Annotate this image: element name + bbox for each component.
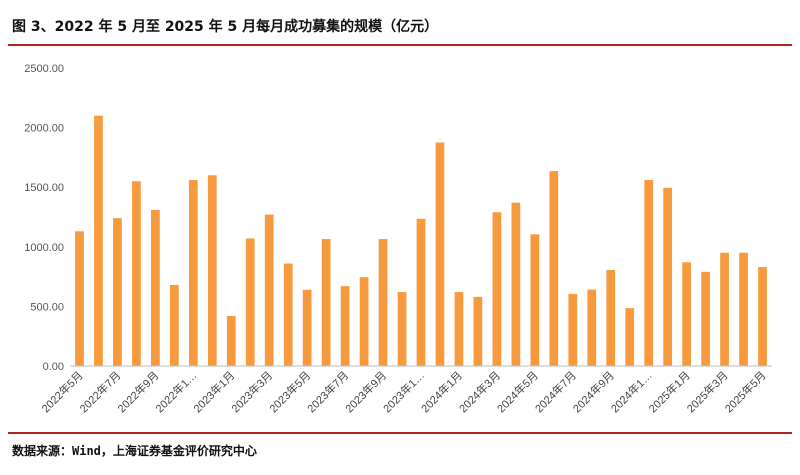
- y-tick-label: 1500.00: [24, 182, 64, 194]
- source-rule: [8, 432, 792, 434]
- y-tick-label: 2500.00: [24, 63, 64, 75]
- bar: [113, 218, 122, 366]
- bar: [720, 252, 729, 366]
- bar: [169, 284, 179, 366]
- source-note: 数据来源：Wind，上海证券基金评价研究中心: [12, 444, 257, 458]
- bar: [473, 296, 483, 366]
- bar: [663, 187, 673, 366]
- bar: [530, 234, 540, 366]
- bar: [758, 267, 767, 366]
- bar: [416, 218, 426, 366]
- x-tick-label: 2025年5月: [722, 368, 769, 415]
- bar: [682, 262, 691, 366]
- bar: [492, 212, 502, 366]
- bar: [94, 115, 103, 367]
- bar: [568, 293, 578, 366]
- bar: [283, 263, 293, 366]
- bar: [132, 181, 141, 366]
- bar: [226, 315, 236, 366]
- bar: [245, 238, 255, 366]
- bar: [207, 175, 217, 366]
- bar: [606, 270, 616, 366]
- bar: [378, 239, 388, 366]
- x-axis: 2022年5月2022年7月2022年9月2022年1…2023年1月2023年…: [39, 365, 772, 415]
- title-rule: [8, 44, 792, 46]
- bar: [511, 202, 521, 366]
- bar: [549, 171, 559, 366]
- bar: [321, 239, 331, 366]
- bar: [625, 308, 635, 366]
- bar: [264, 214, 274, 366]
- bar: [302, 289, 312, 366]
- y-tick-label: 1000.00: [24, 242, 64, 254]
- bar: [359, 277, 369, 366]
- chart-title: 图 3、2022 年 5 月至 2025 年 5 月每月成功募集的规模（亿元）: [12, 19, 439, 35]
- bar: [151, 209, 160, 366]
- bar: [340, 286, 350, 366]
- bar: [188, 180, 198, 366]
- bar: [75, 231, 84, 366]
- bar: [397, 292, 407, 366]
- bar: [644, 180, 654, 366]
- bar: [435, 142, 445, 366]
- y-tick-label: 0.00: [43, 361, 64, 373]
- bar: [587, 289, 597, 366]
- bar: [454, 292, 464, 366]
- bar: [739, 252, 748, 366]
- y-tick-label: 2000.00: [24, 123, 64, 135]
- y-tick-label: 500.00: [30, 301, 64, 313]
- bar: [701, 271, 710, 366]
- y-axis: 0.00 500.00 1000.00 1500.00 2000.00 2500.00: [24, 63, 64, 373]
- bar-series: [75, 115, 767, 367]
